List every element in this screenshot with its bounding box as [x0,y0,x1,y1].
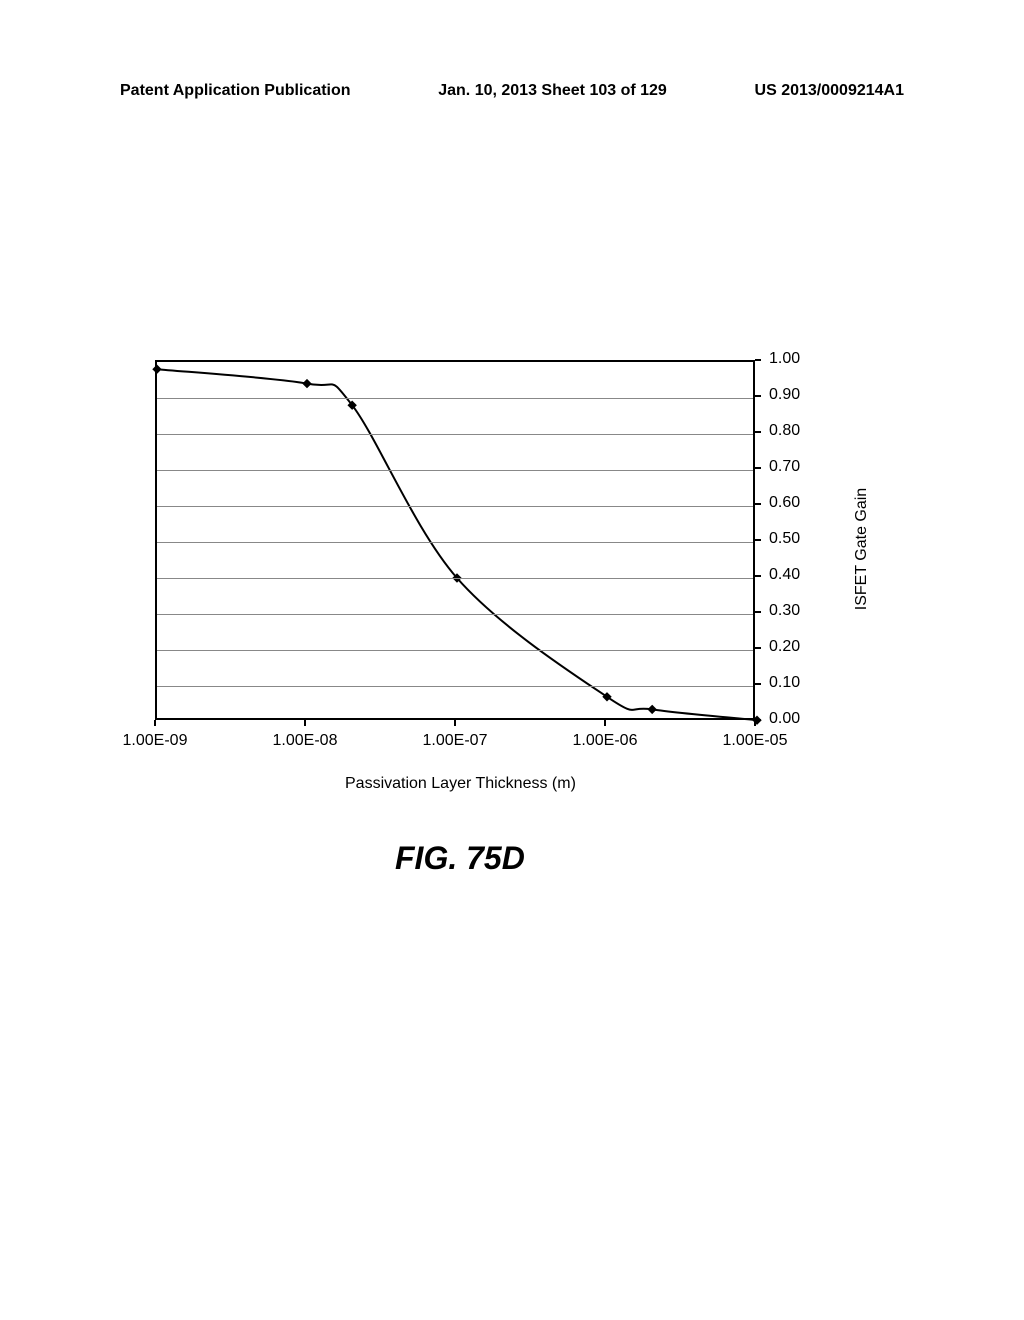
y-axis-title: ISFET Gate Gain [853,488,871,610]
x-tick-label: 1.00E-07 [423,732,488,750]
y-tick-label: 0.10 [769,674,800,692]
y-tick-label: 0.40 [769,566,800,584]
y-tick-label: 0.90 [769,386,800,404]
data-marker [648,705,656,713]
y-tick-label: 0.00 [769,710,800,728]
gridline [157,686,753,687]
y-tick-label: 1.00 [769,350,800,368]
gridline [157,578,753,579]
y-tick [755,359,761,361]
plot-area [155,360,755,720]
data-marker [153,365,161,373]
y-tick-label: 0.70 [769,458,800,476]
x-tick-label: 1.00E-09 [123,732,188,750]
y-tick [755,503,761,505]
gridline [157,542,753,543]
x-tick-label: 1.00E-05 [723,732,788,750]
page-header: Patent Application Publication Jan. 10, … [0,82,1024,100]
header-left-text: Patent Application Publication [120,82,351,100]
y-tick [755,611,761,613]
y-tick [755,539,761,541]
x-tick [754,720,756,726]
gridline [157,434,753,435]
gridline [157,614,753,615]
x-tick [154,720,156,726]
y-tick-label: 0.50 [769,530,800,548]
y-tick-label: 0.20 [769,638,800,656]
x-tick [454,720,456,726]
y-tick [755,395,761,397]
data-marker [303,380,311,388]
chart-container: 1.000.900.800.700.600.500.400.300.200.10… [115,360,915,860]
header-center-text: Jan. 10, 2013 Sheet 103 of 129 [438,82,667,100]
x-axis-title: Passivation Layer Thickness (m) [345,775,576,793]
figure-label: FIG. 75D [395,840,525,877]
header-right-text: US 2013/0009214A1 [755,82,904,100]
gridline [157,506,753,507]
gridline [157,650,753,651]
gridline [157,470,753,471]
y-tick [755,575,761,577]
y-tick-label: 0.30 [769,602,800,620]
y-tick-label: 0.80 [769,422,800,440]
y-tick-label: 0.60 [769,494,800,512]
x-tick [604,720,606,726]
y-tick [755,431,761,433]
y-tick [755,683,761,685]
gridline [157,398,753,399]
x-tick-label: 1.00E-06 [573,732,638,750]
y-tick [755,647,761,649]
y-tick [755,467,761,469]
x-tick-label: 1.00E-08 [273,732,338,750]
data-curve [157,369,757,720]
x-tick [304,720,306,726]
